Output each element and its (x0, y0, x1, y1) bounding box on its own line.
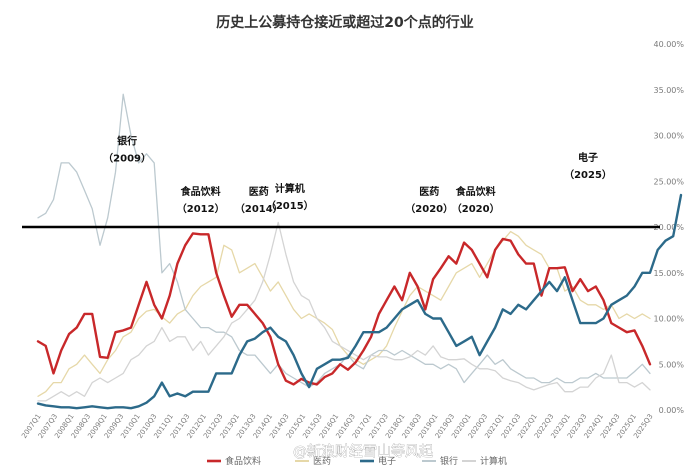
series-group (36, 93, 683, 410)
y-tick-label: 0.00% (659, 406, 685, 415)
annotation-year: （2009） (103, 152, 151, 165)
y-tick-label: 30.00% (653, 132, 684, 141)
annotation-label: 银行 (117, 135, 137, 148)
y-tick-label: 10.00% (653, 315, 684, 324)
series-line (36, 232, 652, 386)
annotation-label: 食品饮料 (180, 185, 221, 198)
annotation-year: （2025） (564, 168, 612, 181)
y-tick-label: 5.00% (659, 360, 685, 369)
chart-title: 历史上公募持仓接近或超过20个点的行业 (216, 14, 473, 31)
annotation-year: （2020） (405, 202, 453, 215)
series-line (36, 193, 683, 410)
legend-label: 计算机 (480, 455, 507, 467)
annotation-year: （2014） (235, 202, 283, 215)
annotation-year: （2020） (452, 202, 500, 215)
y-tick-label: 15.00% (653, 269, 684, 278)
annotation-year: （2012） (177, 202, 225, 215)
annotation-label: 食品饮料 (455, 185, 496, 198)
y-axis-ticks: 0.00% 5.00% 10.00% 15.00% 20.00% 25.00% 30.00%… (653, 40, 684, 415)
y-tick-label: 40.00% (653, 40, 684, 49)
y-tick-label: 35.00% (653, 86, 684, 95)
y-tick-label: 25.00% (653, 177, 684, 186)
annotation-label: 医药 (249, 185, 269, 198)
series-line (37, 221, 651, 402)
annotation-label: 计算机 (275, 182, 305, 195)
series-line (37, 230, 651, 397)
legend-label: 医药 (313, 456, 331, 467)
watermark: @新浪财经雪山等风起 (293, 443, 433, 460)
annotation-label: 医药 (419, 185, 439, 198)
legend-label: 食品饮料 (225, 455, 261, 467)
legend-label: 电子 (378, 455, 396, 467)
annotation-label: 电子 (578, 151, 598, 164)
legend-label: 银行 (440, 455, 458, 467)
annotation-year: （2015） (266, 199, 314, 212)
y-tick-label: 20.00% (653, 223, 684, 232)
annotations: 银行（2009）食品饮料（2012）医药（2014）计算机（2015）医药（20… (103, 135, 612, 215)
x-axis-ticks: 2007Q12007Q32008Q12008Q32009Q12009Q32010… (20, 413, 654, 440)
legend: 食品饮料 医药 电子 银行 计算机 (207, 455, 507, 467)
